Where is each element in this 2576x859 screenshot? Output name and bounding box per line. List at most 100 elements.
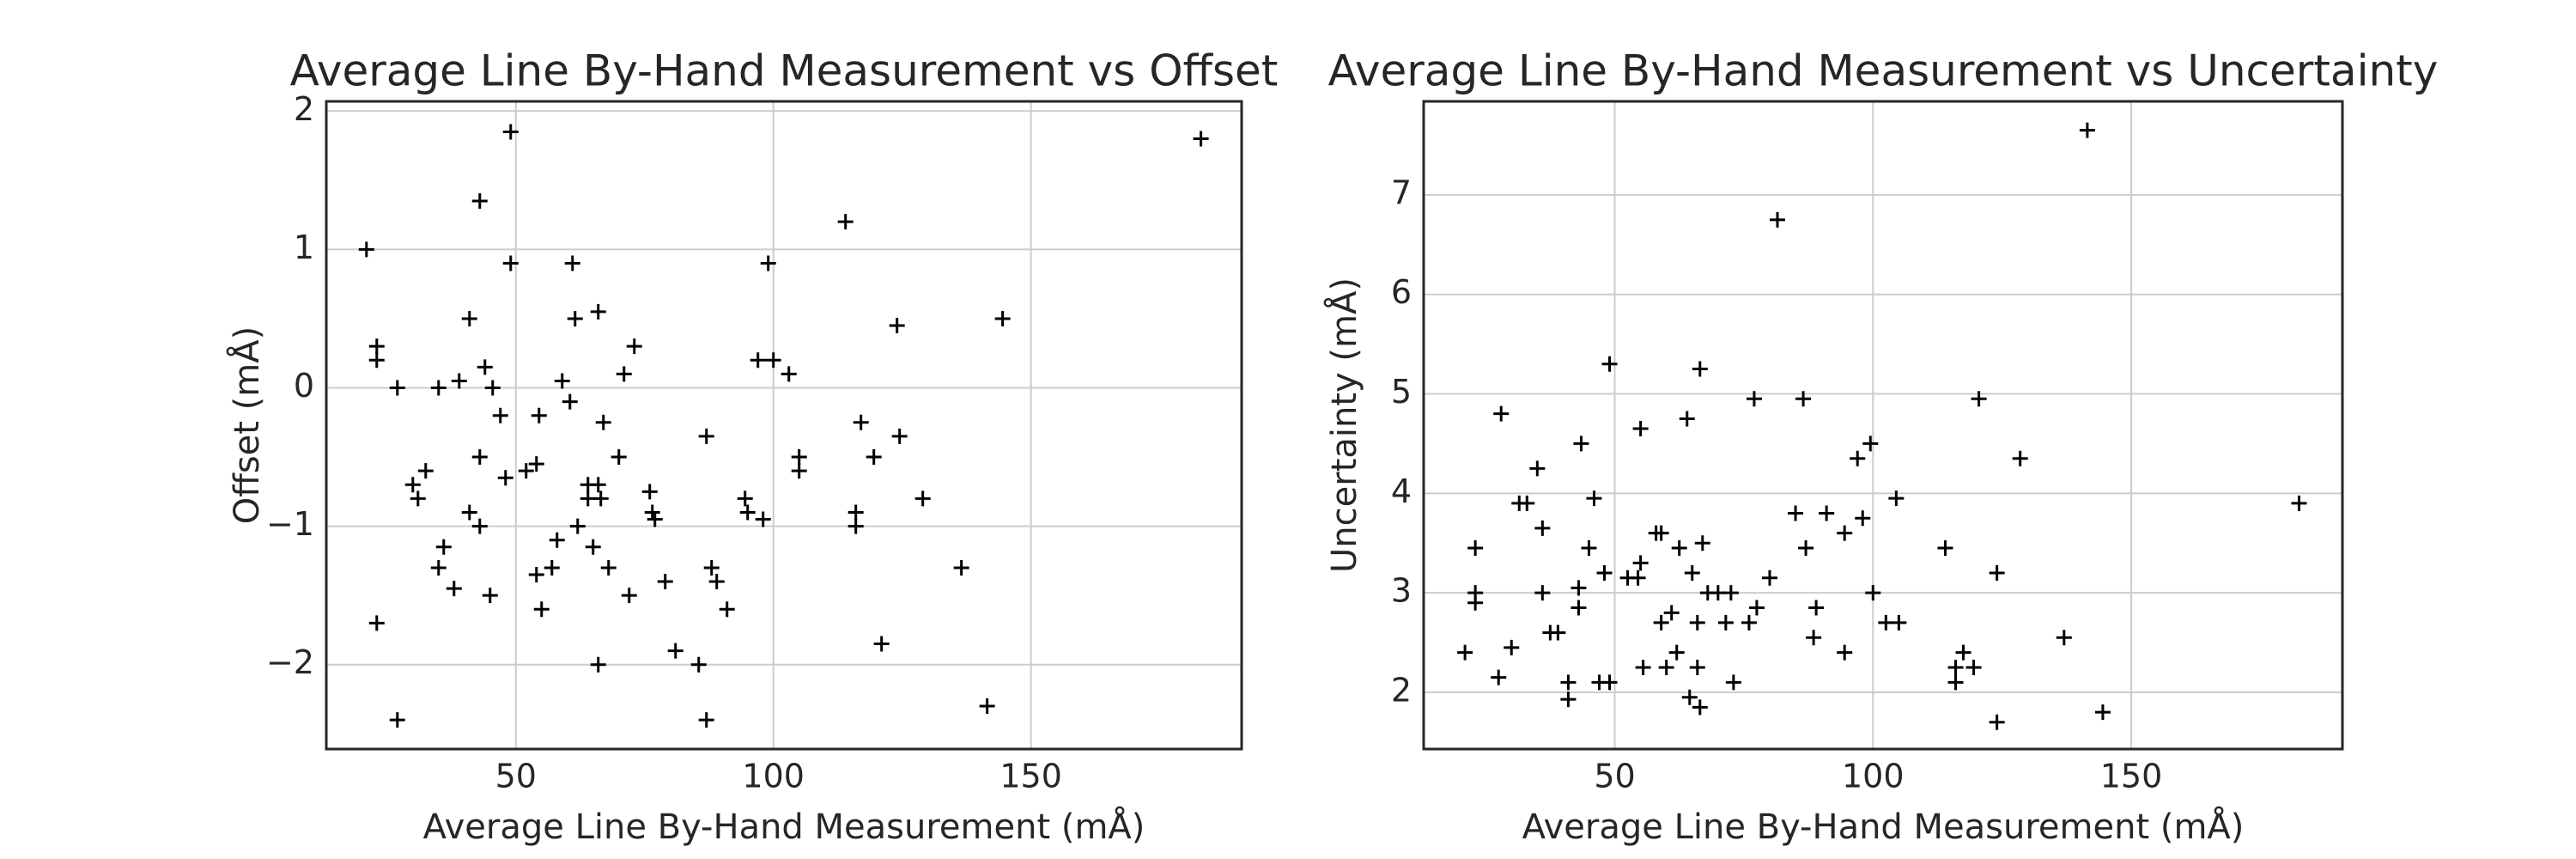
scatter-point — [698, 712, 714, 728]
scatter-point — [2291, 495, 2307, 511]
y-tick-label: 2 — [1391, 671, 1412, 709]
scatter-point — [1865, 585, 1881, 601]
scatter-point — [471, 193, 488, 209]
scatter-point — [657, 574, 673, 590]
scatter-point — [533, 601, 550, 618]
y-tick-label: 2 — [294, 90, 314, 128]
scatter-point — [737, 490, 753, 507]
scatter-point — [1596, 564, 1613, 581]
scatter-point — [1947, 660, 1964, 676]
scatter-point — [994, 310, 1011, 326]
y-tick-label: 0 — [294, 367, 314, 405]
scatter-point — [1586, 490, 1602, 507]
scatter-point — [564, 255, 580, 271]
y-axis-label: Uncertainty (mÅ) — [1323, 277, 1364, 573]
scatter-point — [848, 518, 864, 534]
scatter-point — [1689, 660, 1705, 676]
scatter-point — [1632, 421, 1649, 437]
scatter-point — [554, 373, 570, 389]
scatter-point — [1550, 624, 1566, 641]
y-tick-label: −1 — [266, 505, 314, 543]
scatter-point — [1694, 535, 1710, 551]
scatter-point — [595, 414, 611, 430]
scatter-point — [368, 338, 385, 355]
scatter-point — [791, 463, 807, 479]
scatter-point — [703, 559, 720, 576]
scatter-point — [755, 511, 771, 527]
plot-frame — [1422, 100, 2344, 751]
scatter-point — [750, 352, 766, 369]
scatter-point — [1891, 614, 1907, 631]
scatter-point — [590, 477, 606, 493]
scatter-point — [2056, 630, 2072, 646]
scatter-point — [1795, 391, 1812, 407]
scatter-point — [1601, 674, 1618, 691]
scatter-point — [1573, 436, 1589, 452]
scatter-point — [1710, 585, 1726, 601]
scatter-point — [1746, 391, 1762, 407]
scatter-point — [765, 352, 781, 369]
scatter-point — [590, 656, 606, 673]
scatter-point — [1965, 660, 1982, 676]
x-tick-label: 50 — [1594, 758, 1635, 795]
scatter-point — [1725, 674, 1741, 691]
scatter-point — [1937, 540, 1953, 557]
scatter-point — [2094, 704, 2111, 721]
scatter-point — [1467, 594, 1484, 611]
plot-frame — [325, 100, 1243, 751]
scatter-point — [1630, 570, 1646, 586]
scatter-point — [1534, 585, 1551, 601]
scatter-point — [641, 484, 658, 500]
chart-title: Average Line By-Hand Measurement vs Unce… — [1328, 46, 2439, 96]
scatter-point — [477, 359, 493, 375]
scatter-point — [1798, 540, 1814, 557]
scatter-point — [1837, 525, 1853, 541]
scatter-point — [1653, 525, 1669, 541]
scatter-point — [389, 712, 405, 728]
scatter-point — [644, 504, 660, 521]
scatter-point — [979, 698, 995, 715]
scatter-point — [1632, 555, 1649, 571]
y-tick-label: 3 — [1391, 572, 1412, 610]
scatter-point — [1658, 660, 1674, 676]
scatter-point — [866, 449, 882, 466]
scatter-point — [368, 615, 385, 631]
scatter-point — [1663, 605, 1680, 621]
scatter-point — [1671, 540, 1687, 557]
y-tick-label: −2 — [266, 643, 314, 681]
scatter-point — [410, 490, 426, 507]
scatter-point — [1692, 699, 1708, 716]
plot-area — [326, 101, 1242, 749]
scatter-point — [497, 470, 513, 486]
scatter-point — [891, 428, 908, 444]
scatter-point — [358, 241, 374, 258]
scatter-point — [1457, 644, 1473, 661]
scatter-point — [1467, 540, 1484, 557]
scatter-point — [569, 518, 586, 534]
scatter-point — [1635, 660, 1651, 676]
scatter-point — [1504, 639, 1520, 655]
scatter-point — [719, 601, 735, 618]
scatter-point — [446, 581, 462, 597]
scatter-point — [471, 518, 488, 534]
scatter-point — [2079, 122, 2095, 138]
scatter-point — [667, 643, 683, 659]
scatter-point — [781, 366, 797, 382]
scatter-point — [837, 214, 854, 230]
scatter-point — [1971, 391, 1987, 407]
scatter-point — [1529, 460, 1546, 477]
scatter-point — [1806, 630, 1822, 646]
scatter-point — [1571, 580, 1587, 596]
scatter-point — [873, 636, 890, 652]
y-tick-label: 6 — [1391, 273, 1412, 311]
x-axis-label: Average Line By-Hand Measurement (mÅ) — [423, 806, 1145, 847]
scatter-point — [1819, 505, 1835, 521]
scatter-point — [417, 463, 434, 479]
scatter-point — [502, 255, 519, 271]
scatter-point — [1689, 614, 1705, 631]
scatter-point — [1862, 436, 1879, 452]
x-tick-label: 100 — [1842, 758, 1905, 795]
scatter-point — [482, 588, 498, 604]
scatter-point — [502, 124, 519, 140]
scatter-point — [435, 539, 452, 555]
